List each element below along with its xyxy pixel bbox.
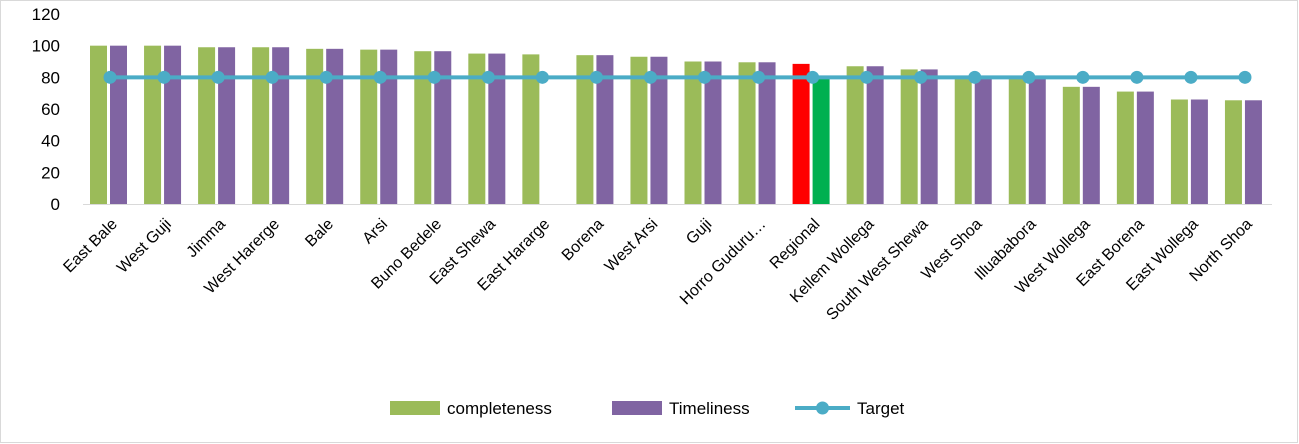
target-marker <box>1076 70 1090 84</box>
category-label: Bale <box>302 216 337 251</box>
bar-completeness <box>144 45 162 204</box>
bar-timeliness <box>488 53 506 204</box>
bar-timeliness <box>218 47 236 204</box>
legend-label-timeliness: Timeliness <box>669 399 750 418</box>
category-label: Jimma <box>184 216 229 261</box>
target-marker <box>157 70 171 84</box>
target-marker <box>698 70 712 84</box>
bar-completeness <box>576 55 594 204</box>
legend: completeness Timeliness Target <box>390 399 905 418</box>
bar-completeness <box>630 56 648 204</box>
legend-marker-target <box>816 401 829 415</box>
y-tick-label: 0 <box>51 195 60 214</box>
bar-completeness <box>198 47 216 204</box>
bar-timeliness <box>758 62 776 204</box>
bar-timeliness <box>866 66 884 204</box>
bar-timeliness <box>650 56 668 204</box>
target-marker <box>968 70 982 84</box>
y-tick-label: 20 <box>41 163 60 182</box>
bar-completeness <box>252 47 270 204</box>
y-tick-label: 100 <box>32 37 60 56</box>
y-tick-label: 60 <box>41 100 60 119</box>
bar-completeness <box>522 54 540 205</box>
bar-timeliness <box>164 45 182 204</box>
target-marker <box>1130 70 1144 84</box>
bar-timeliness <box>1244 100 1262 204</box>
legend-swatch-completeness <box>390 401 440 415</box>
bar-completeness <box>792 63 810 205</box>
bar-timeliness <box>326 48 344 204</box>
bar-timeliness <box>596 55 614 204</box>
category-label: Guji <box>683 216 715 248</box>
bar-completeness <box>468 53 486 204</box>
target-marker <box>211 70 225 84</box>
target-marker <box>265 70 279 84</box>
target-line-layer <box>103 70 1252 84</box>
bar-completeness <box>1116 91 1134 204</box>
bar-completeness <box>306 48 324 204</box>
bar-timeliness <box>812 77 830 204</box>
bar-timeliness <box>920 69 938 204</box>
bar-timeliness <box>704 61 722 204</box>
target-marker <box>589 70 603 84</box>
bar-completeness <box>738 62 756 204</box>
category-label: Regional <box>767 216 824 273</box>
target-marker <box>1184 70 1198 84</box>
bar-completeness <box>90 45 107 204</box>
y-tick-label: 40 <box>41 132 60 151</box>
legend-label-completeness: completeness <box>447 399 552 418</box>
bar-completeness <box>900 69 918 204</box>
bar-completeness <box>1170 99 1188 204</box>
target-marker <box>643 70 657 84</box>
category-label: Arsi <box>360 216 392 248</box>
bar-completeness <box>1062 86 1080 204</box>
bar-completeness <box>1224 100 1242 204</box>
bar-timeliness <box>272 47 290 204</box>
bar-completeness <box>1008 78 1026 204</box>
target-marker <box>319 70 333 84</box>
bar-timeliness <box>1136 91 1154 204</box>
target-marker <box>373 70 387 84</box>
target-marker <box>1022 70 1036 84</box>
bar-completeness <box>954 77 972 204</box>
bar-completeness <box>684 61 702 204</box>
category-label: South West Shewa <box>823 216 931 324</box>
y-tick-label: 120 <box>32 5 60 24</box>
target-marker <box>427 70 441 84</box>
target-marker <box>914 70 928 84</box>
legend-label-target: Target <box>857 399 905 418</box>
target-marker <box>860 70 874 84</box>
bar-timeliness <box>1190 99 1208 204</box>
bar-timeliness <box>380 49 398 205</box>
bar-completeness <box>360 49 378 205</box>
target-marker <box>1238 70 1252 84</box>
target-marker <box>535 70 549 84</box>
bar-completeness <box>414 51 432 205</box>
bars-layer <box>90 45 1262 205</box>
y-tick-label: 80 <box>41 68 60 87</box>
target-marker <box>103 70 117 84</box>
category-label: West Guji <box>114 216 175 277</box>
y-axis: 0 20 40 60 80 100 120 <box>32 5 60 214</box>
bar-timeliness <box>1028 78 1046 204</box>
bar-timeliness <box>1082 86 1100 204</box>
target-marker <box>806 70 820 84</box>
bar-timeliness <box>974 77 992 204</box>
category-label: Borena <box>559 216 608 265</box>
target-marker <box>481 70 495 84</box>
legend-swatch-timeliness <box>612 401 662 415</box>
target-marker <box>752 70 766 84</box>
bar-timeliness <box>110 45 127 204</box>
bar-completeness <box>846 66 864 204</box>
category-label: West Arsi <box>602 216 662 276</box>
category-label: East Bale <box>60 216 121 277</box>
bar-timeliness <box>434 51 452 205</box>
